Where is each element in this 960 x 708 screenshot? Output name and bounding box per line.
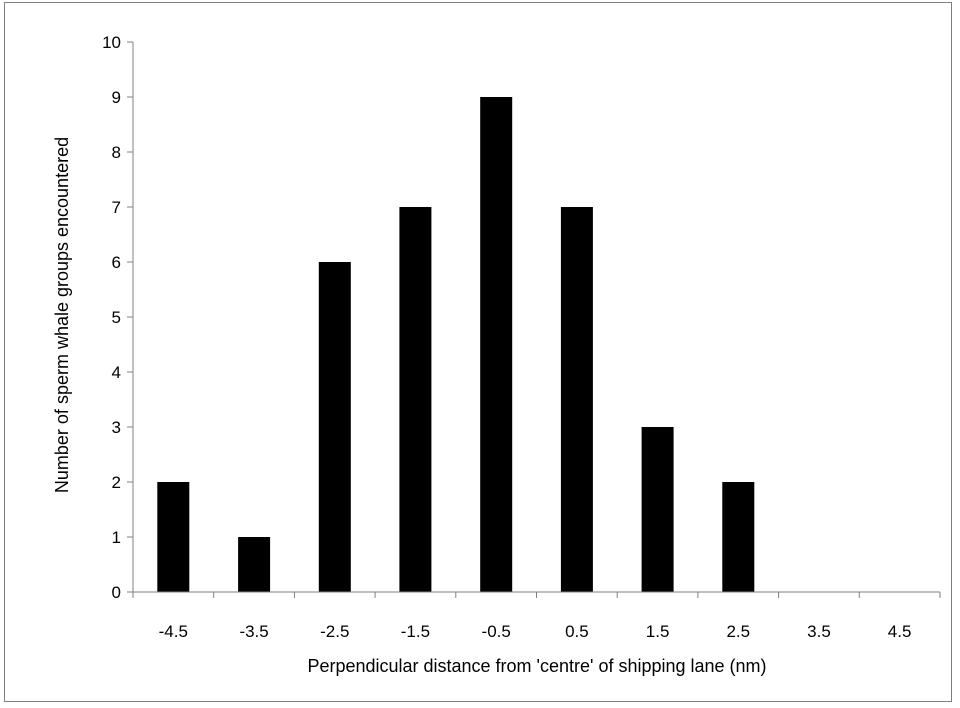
x-axis-title: Perpendicular distance from 'centre' of … (307, 656, 766, 676)
y-tick-label: 8 (112, 143, 121, 162)
bar--2.5 (318, 262, 351, 592)
x-tick-label: -1.5 (401, 622, 430, 641)
x-tick-label: -3.5 (239, 622, 268, 641)
x-tick-label: 3.5 (807, 622, 831, 641)
bar-0.5 (560, 207, 593, 592)
bars-group (157, 97, 755, 592)
y-tick-label: 2 (112, 473, 121, 492)
bar--3.5 (238, 537, 271, 592)
x-tick-label: -4.5 (159, 622, 188, 641)
y-tick-label: 4 (112, 363, 121, 382)
y-tick-label: 6 (112, 253, 121, 272)
bar--1.5 (399, 207, 432, 592)
y-tick-label: 10 (102, 33, 121, 52)
bar--0.5 (480, 97, 513, 592)
y-tick-labels: 0 1 2 3 4 5 6 7 8 9 10 (102, 33, 121, 602)
bar-2.5 (722, 482, 755, 592)
y-axis-title: Number of sperm whale groups encountered (52, 137, 72, 493)
x-tick-label: 4.5 (888, 622, 912, 641)
y-tick-label: 5 (112, 308, 121, 327)
y-tick-label: 0 (112, 583, 121, 602)
x-tick-label: -2.5 (320, 622, 349, 641)
y-tick-label: 9 (112, 88, 121, 107)
x-tick-labels: -4.5 -3.5 -2.5 -1.5 -0.5 0.5 1.5 2.5 3.5 4.5 (159, 622, 912, 641)
bar-1.5 (641, 427, 674, 592)
y-tick-label: 1 (112, 528, 121, 547)
x-tick-label: 1.5 (646, 622, 670, 641)
axes-group (127, 41, 941, 598)
bar--4.5 (157, 482, 190, 592)
x-tick-label: -0.5 (482, 622, 511, 641)
x-tick-label: 2.5 (726, 622, 750, 641)
x-tick-label: 0.5 (565, 622, 589, 641)
y-tick-label: 7 (112, 198, 121, 217)
y-tick-label: 3 (112, 418, 121, 437)
